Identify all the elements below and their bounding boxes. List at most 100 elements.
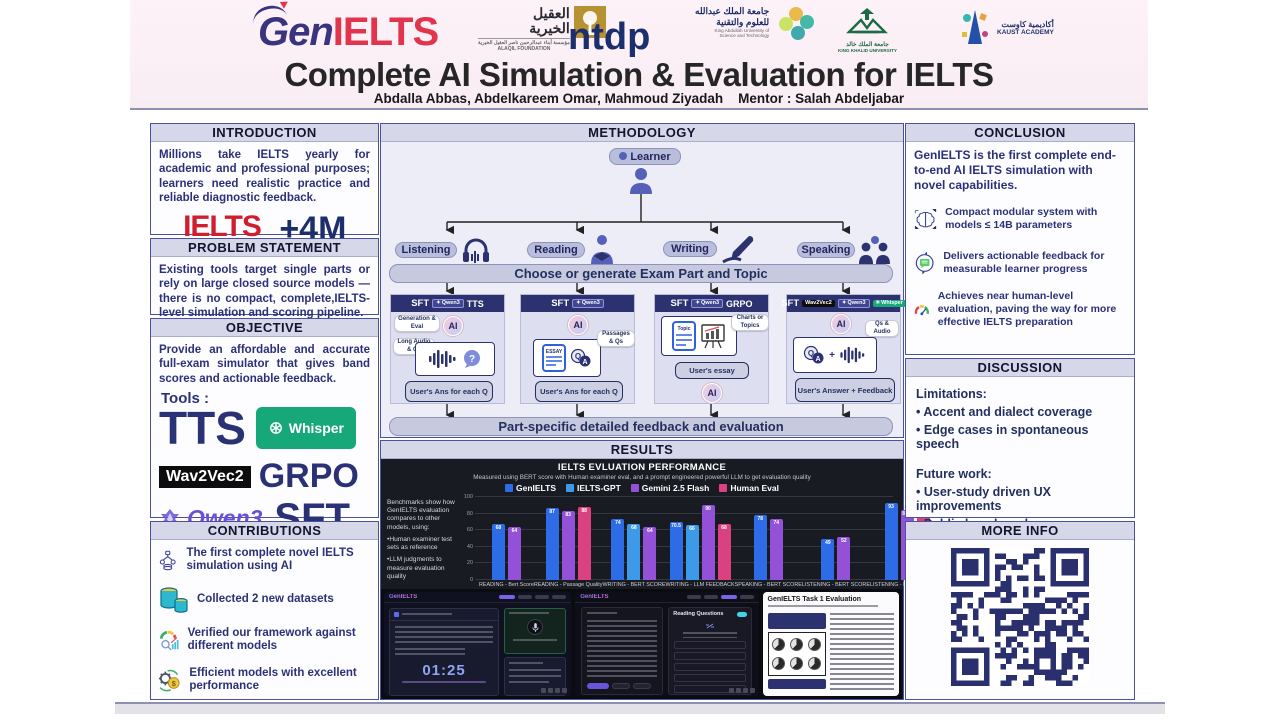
kaust-academy-ar: أكاديمية كاوست	[1001, 20, 1054, 29]
tts-label: TTS	[466, 298, 484, 309]
kaust-en-1: King Abdullah University of	[714, 27, 770, 33]
speaking-content-box: Q A +	[793, 337, 877, 373]
svg-text:A: A	[582, 359, 587, 366]
brain-chip-icon	[914, 209, 937, 229]
results-header: RESULTS	[381, 441, 903, 459]
kku-en: KING KHALID UNIVERSITY	[838, 48, 897, 53]
bar: 64	[643, 526, 657, 580]
ai-node: AI	[568, 315, 588, 335]
screenshot-speaking-app: GenIELTS 01:25	[384, 592, 572, 696]
bar: 70.5	[669, 521, 683, 580]
introduction-text: Millions take IELTS yearly for academic …	[159, 149, 370, 205]
bar: 64	[507, 526, 521, 580]
genielts-logo-ielts: IELTS	[332, 10, 439, 54]
topic-tablet-icon: Topic	[672, 321, 696, 351]
svg-text:$: $	[172, 679, 177, 688]
bar: 68	[717, 523, 731, 580]
legend-item: IELTS-GPT	[566, 483, 621, 493]
contribution-text: The first complete novel IELTS simulatio…	[186, 546, 354, 572]
nav-links	[686, 595, 754, 599]
pipeline-reading: SFT ✦ Qwen3 AI ESSAY Q	[520, 294, 635, 404]
writing-content-box: Topic	[661, 316, 737, 356]
qwen3-chip: ✦ Qwen3	[691, 298, 724, 309]
writing-label: Writing	[663, 241, 717, 257]
ai-node: AI	[443, 316, 463, 336]
passage-card	[581, 607, 664, 695]
conclusion-item-text: Delivers actionable feedback for measura…	[943, 249, 1105, 275]
pager-buttons	[541, 688, 568, 693]
genielts-logo: GenIELTS	[250, 2, 439, 55]
legend-swatch	[505, 484, 513, 492]
tool-tts: TTS	[159, 402, 246, 455]
feedback-bar: Part-specific detailed feedback and eval…	[389, 417, 893, 436]
app-brand: GenIELTS	[389, 594, 418, 600]
section-discussion: DISCUSSION Limitations: Accent and diale…	[905, 358, 1135, 531]
legend-item: GenIELTS	[505, 483, 556, 493]
legend-item: Gemini 2.5 Flash	[630, 483, 709, 493]
contribution-text: Verified our framework against different…	[187, 626, 356, 652]
kku-ar: جامعة الملك خالد	[846, 42, 889, 48]
screenshot-evaluation-doc: GenIELTS Task 1 Evaluation	[762, 592, 900, 696]
reading-label: Reading	[527, 242, 585, 258]
reading-output: User's Ans for each Q	[535, 381, 623, 402]
writing-hand-icon	[722, 236, 754, 264]
learner-label: Learner	[630, 151, 671, 163]
qwen3-chip: ✦ Qwen3	[572, 298, 604, 309]
waveform-icon	[429, 350, 456, 368]
mentor-name: Mentor : Salah Abdeljabar	[738, 91, 905, 106]
contribution-item: Collected 2 new datasets	[151, 580, 378, 620]
question-bubble-icon: ?	[464, 350, 480, 368]
methodology-diagram: Learner Listening Reading	[381, 142, 906, 437]
app-navbar: GenIELTS	[384, 592, 572, 603]
bar: 78	[753, 515, 767, 580]
svg-text:A: A	[816, 356, 821, 363]
bar-group: 78 74 SPEAKING - BERT SCORE	[734, 515, 802, 588]
chart-note: Benchmarks show how GenIELTS evaluation …	[381, 493, 459, 589]
methodology-header: METHODOLOGY	[381, 124, 903, 142]
kaust-ar-1: جامعة الملك عبدالله	[695, 6, 770, 16]
bar: 52	[837, 536, 851, 580]
ntdp-logo: ntdp	[568, 16, 651, 58]
bar-group: 87 83 88 READING - Passage Quality	[533, 506, 603, 588]
bar: 74	[611, 518, 625, 580]
whisper-chip: ✳ Whisper	[872, 299, 906, 308]
chart-title: IELTS EVLUATION PERFORMANCE	[557, 462, 727, 473]
kku-logo: جامعة الملك خالد KING KHALID UNIVERSITY	[838, 6, 897, 53]
listening-output: User's Ans for each Q	[405, 381, 493, 402]
kaust-academy-icon	[962, 10, 988, 44]
limitation-item: Accent and dialect coverage	[906, 403, 1134, 421]
section-contributions: CONTRIBUTIONS The first complete novel I…	[150, 521, 379, 700]
footer-strip	[115, 702, 1165, 714]
pie-charts-panel	[767, 632, 826, 676]
pipeline-writing-header: SFT ✦ Qwen3 GRPO	[655, 295, 768, 312]
app-brand: GenIELTS	[580, 594, 609, 600]
chart-legend: GenIELTS IELTS-GPT Gemini 2.5 Flash Human E…	[381, 481, 903, 493]
screenshots-row: GenIELTS 01:25	[381, 589, 902, 699]
tool-whisper-badge: Whisper	[255, 407, 356, 450]
svg-text:ESSAY: ESSAY	[546, 349, 563, 355]
timer-value: 01:25	[422, 662, 466, 679]
feedback-loop-icon	[915, 251, 934, 275]
app-navbar: GenIELTS	[575, 592, 759, 603]
alaqeel-eng: ALAQIL FOUNDATION	[497, 46, 551, 53]
section-results: RESULTS IELTS EVLUATION PERFORMANCE Meas…	[380, 440, 944, 700]
bar: 68	[491, 523, 505, 580]
network-nodes-icon	[159, 550, 176, 571]
future-work-title: Future work:	[916, 467, 992, 481]
section-objective: OBJECTIVE Provide an affordable and accu…	[150, 318, 379, 540]
listening-label: Listening	[395, 242, 457, 258]
reading-questions-card: Reading Questions	[668, 607, 753, 695]
introduction-header: INTRODUCTION	[151, 124, 378, 142]
sft-label: SFT	[411, 298, 430, 309]
essay-tablet-icon: ESSAY	[542, 344, 566, 372]
speaking-label: Speaking	[797, 242, 855, 258]
grpo-label: GRPO	[726, 298, 753, 309]
sft-label: SFT	[781, 298, 800, 309]
bar-chart: 0 20 40 60 80 100 68 64 READING - Bert Score 87 83…	[464, 494, 944, 589]
sft-label: SFT	[670, 298, 689, 309]
objective-header: OBJECTIVE	[151, 319, 378, 337]
link-icon	[706, 623, 715, 629]
headphones-icon	[463, 238, 489, 263]
chart-note-bullet: LLM judgments to measure evaluation qual…	[387, 556, 457, 581]
pipeline-speaking-header: SFT Wav2Vec2 ✦ Qwen3 ✳ Whisper	[781, 295, 906, 312]
